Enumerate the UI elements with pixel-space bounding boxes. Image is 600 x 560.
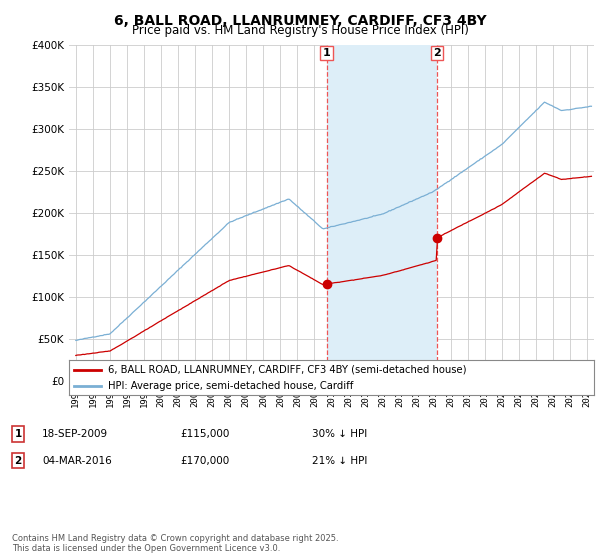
- Text: £170,000: £170,000: [180, 456, 229, 466]
- Text: Contains HM Land Registry data © Crown copyright and database right 2025.
This d: Contains HM Land Registry data © Crown c…: [12, 534, 338, 553]
- Text: 1: 1: [323, 48, 331, 58]
- Text: 2: 2: [14, 456, 22, 466]
- Text: HPI: Average price, semi-detached house, Cardiff: HPI: Average price, semi-detached house,…: [109, 381, 354, 391]
- Text: 6, BALL ROAD, LLANRUMNEY, CARDIFF, CF3 4BY (semi-detached house): 6, BALL ROAD, LLANRUMNEY, CARDIFF, CF3 4…: [109, 365, 467, 375]
- Text: 6, BALL ROAD, LLANRUMNEY, CARDIFF, CF3 4BY: 6, BALL ROAD, LLANRUMNEY, CARDIFF, CF3 4…: [113, 14, 487, 28]
- Text: 18-SEP-2009: 18-SEP-2009: [42, 429, 108, 439]
- Text: 21% ↓ HPI: 21% ↓ HPI: [312, 456, 367, 466]
- Text: 30% ↓ HPI: 30% ↓ HPI: [312, 429, 367, 439]
- Bar: [326, 45, 437, 381]
- Text: 1: 1: [14, 429, 22, 439]
- Text: 2: 2: [433, 48, 440, 58]
- Text: £115,000: £115,000: [180, 429, 229, 439]
- Text: 04-MAR-2016: 04-MAR-2016: [42, 456, 112, 466]
- Text: Price paid vs. HM Land Registry's House Price Index (HPI): Price paid vs. HM Land Registry's House …: [131, 24, 469, 37]
